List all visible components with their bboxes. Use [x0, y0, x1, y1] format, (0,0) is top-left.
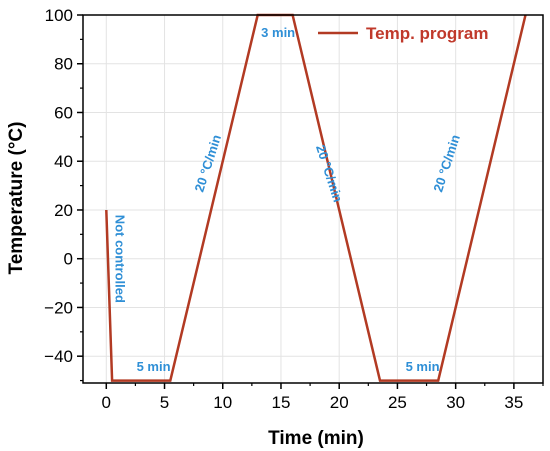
y-tick-label: −20	[44, 298, 73, 317]
y-tick-label: 0	[64, 250, 73, 269]
annotation-label: 20 °C/min	[430, 133, 463, 194]
axis-ticks: 0 5 10 15 20 25 30 35 −40 −20 0 20 40 60 80 100	[44, 6, 544, 412]
y-tick-label: 100	[45, 6, 73, 25]
y-tick-label: −40	[44, 347, 73, 366]
annotation-label: Not controlled	[113, 215, 128, 303]
annotation-label: 5 min	[406, 359, 440, 374]
legend: Temp. program	[318, 24, 488, 43]
x-tick-label: 0	[102, 393, 111, 412]
x-tick-label: 30	[446, 393, 465, 412]
x-tick-label: 10	[213, 393, 232, 412]
x-tick-label: 25	[388, 393, 407, 412]
x-tick-label: 15	[272, 393, 291, 412]
x-tick-label: 35	[504, 393, 523, 412]
annotation-label: 3 min	[261, 25, 295, 40]
annotation-label: 20 °C/min	[191, 133, 224, 194]
x-axis-title: Time (min)	[268, 428, 364, 449]
y-axis-title: Temperature (°C)	[6, 122, 27, 275]
annotation-label: 5 min	[137, 359, 171, 374]
x-tick-label: 20	[330, 393, 349, 412]
y-tick-label: 80	[54, 55, 73, 74]
x-tick-label: 5	[160, 393, 169, 412]
y-tick-label: 20	[54, 201, 73, 220]
y-tick-label: 40	[54, 152, 73, 171]
grid	[83, 15, 543, 383]
plot-frame	[82, 14, 544, 384]
annotation-label: 20 °C/min	[313, 143, 346, 204]
legend-label: Temp. program	[366, 24, 488, 43]
y-tick-label: 60	[54, 103, 73, 122]
annotations: Not controlled 5 min 20 °C/min 3 min 20 °C/m…	[113, 25, 463, 374]
series-line-temp-program	[105, 13, 527, 382]
plot-area	[105, 13, 527, 382]
